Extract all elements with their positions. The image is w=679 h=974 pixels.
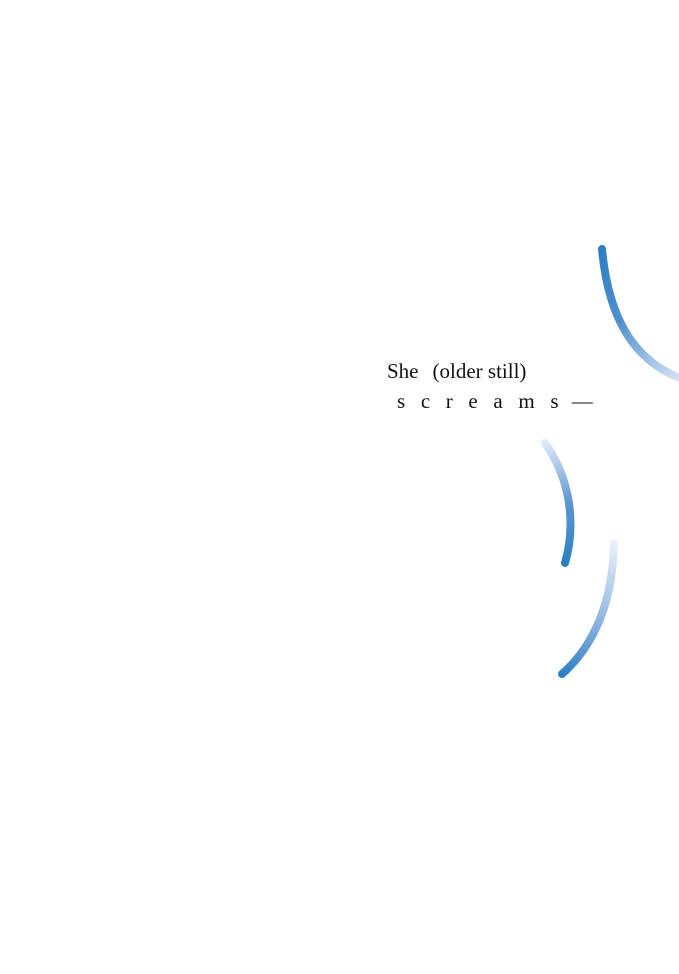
poem-parenthetical: (older still) [432,359,527,383]
arc-top-right [598,245,679,382]
poem-dash: — [571,389,598,413]
poem-word-screams: s c r e a m s [397,389,564,413]
poem-word-she: She [387,359,419,383]
arc-middle [541,439,575,567]
poem-line-2: s c r e a m s — [397,389,598,413]
arc-lower [558,539,618,678]
poem-line-1: She (older still) [387,359,526,383]
